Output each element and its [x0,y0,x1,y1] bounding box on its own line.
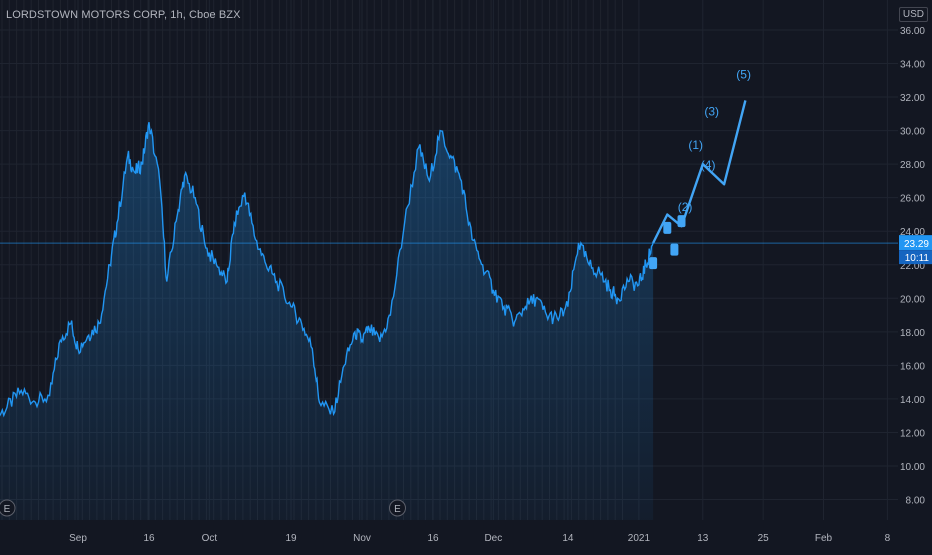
price-axis: 8.00 10.00 12.00 14.00 16.00 18.00 20.00 22.00 2… [900,26,925,507]
price-tick-label: 30.00 [900,127,925,138]
time-axis: Sep 16 Oct 19 Nov 16 Dec 14 2021 13 25 Feb 8 [69,533,891,544]
time-tick-label: 16 [143,533,155,544]
price-tick-label: 20.00 [900,294,925,305]
time-tick-label: 25 [758,533,770,544]
time-tick-label: Dec [484,533,502,544]
wave-label: (5) [736,68,751,82]
wave-handle-marker [677,215,686,228]
price-tick-label: 18.00 [900,328,925,339]
price-tick-label: 24.00 [900,227,925,238]
price-tick-label: 16.00 [900,361,925,372]
symbol-title: LORDSTOWN MOTORS CORP, 1h, Cboe BZX [6,9,241,21]
last-price-tag [899,235,932,251]
time-tick-label: Sep [69,533,87,544]
wave-handle-marker [670,243,679,256]
currency-label[interactable]: USD [898,7,928,22]
time-tick-label: Nov [353,533,371,544]
elliott-wave-line [652,100,747,244]
wave-handle-marker [649,257,658,270]
time-tick-label: 13 [697,533,709,544]
price-tick-label: 12.00 [900,428,925,439]
earnings-marker-label: E [4,504,11,515]
time-tick-label: 14 [562,533,574,544]
countdown-tag [899,250,932,265]
time-tick-label: 2021 [628,533,651,544]
wave-label: (1) [688,138,703,152]
price-tick-label: 10.00 [900,462,925,473]
wave-label: (4) [701,158,716,172]
earnings-marker-label: E [394,504,401,515]
last-price-value: 23.29 [904,239,929,250]
wave-label: (3) [704,105,719,119]
wave-label: (2) [678,200,693,214]
time-tick-label: Oct [202,533,218,544]
price-line [0,122,654,418]
price-area [0,122,654,520]
price-tick-label: 36.00 [900,26,925,37]
price-tick-label: 14.00 [900,395,925,406]
price-tick-label: 28.00 [900,160,925,171]
earnings-marker[interactable] [0,499,16,517]
price-tick-label: 34.00 [900,60,925,71]
time-tick-label: 8 [885,533,891,544]
earnings-marker[interactable] [389,499,406,517]
time-tick-label: Feb [815,533,833,544]
time-tick-label: 19 [285,533,297,544]
wave-handle-marker [663,221,672,234]
time-tick-label: 16 [427,533,439,544]
countdown-value: 10:11 [905,253,930,264]
price-tick-label: 26.00 [900,194,925,205]
price-tick-label: 8.00 [906,496,926,507]
price-tick-label: 32.00 [900,93,925,104]
price-tick-label: 22.00 [900,261,925,272]
